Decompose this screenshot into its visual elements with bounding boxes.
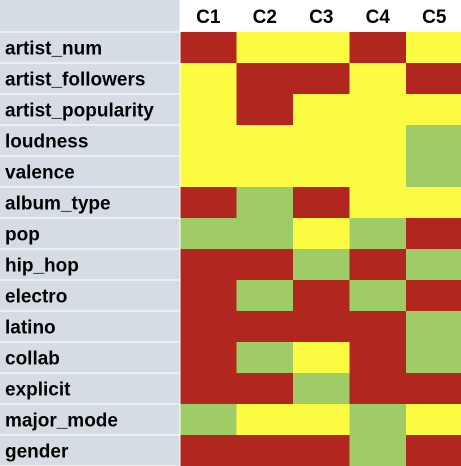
heatmap-cell (236, 187, 294, 219)
heatmap-cell (180, 156, 237, 188)
heatmap-cell (293, 404, 350, 436)
heatmap-cell (236, 32, 294, 64)
heatmap-cell (293, 435, 350, 466)
heatmap-cell (349, 187, 407, 219)
heatmap-cell (406, 342, 461, 374)
heatmap-cell (293, 280, 350, 312)
heatmap-cell (406, 94, 461, 126)
row-label-explicit: explicit (5, 380, 71, 401)
heatmap-cell (180, 94, 237, 126)
heatmap-cell (349, 32, 407, 64)
heatmap-cell (236, 373, 294, 405)
heatmap-cell (236, 125, 294, 157)
heatmap-cell (236, 156, 294, 188)
heatmap-cell (180, 187, 237, 219)
heatmap-cell (293, 125, 350, 157)
row-labels: artist_num artist_followers artist_popular… (5, 39, 154, 463)
heatmap-cell (180, 342, 237, 374)
heatmap-cell (236, 218, 294, 250)
heatmap-cell (180, 373, 237, 405)
row-label-hip-hop: hip_hop (5, 256, 79, 277)
heatmap-cell (236, 280, 294, 312)
row-label-major-mode: major_mode (5, 411, 118, 432)
heatmap-cell (236, 94, 294, 126)
heatmap-cell (406, 435, 461, 466)
row-label-loudness: loudness (5, 132, 88, 153)
heatmap-cell (349, 156, 407, 188)
heatmap-cell (293, 156, 350, 188)
row-label-collab: collab (5, 349, 60, 370)
heatmap-cell (406, 218, 461, 250)
label-column-background (0, 0, 180, 466)
heatmap-cell (406, 125, 461, 157)
heatmap-cell (349, 342, 407, 374)
column-label-c5: C5 (422, 7, 447, 28)
row-label-valence: valence (5, 163, 75, 184)
heatmap-cell (236, 342, 294, 374)
heatmap-cell (180, 218, 237, 250)
column-label-c1: C1 (196, 7, 221, 28)
row-label-electro: electro (5, 287, 67, 308)
row-label-artist-popularity: artist_popularity (5, 101, 154, 122)
heatmap-cell (236, 249, 294, 281)
column-label-c3: C3 (309, 7, 333, 28)
heatmap-cell (180, 32, 237, 64)
heatmap-cell (349, 280, 407, 312)
row-label-artist-num: artist_num (5, 39, 102, 60)
heatmap-cell (293, 342, 350, 374)
heatmap-cell (180, 311, 237, 343)
heatmap-cell (349, 218, 407, 250)
row-label-pop: pop (5, 225, 40, 246)
heatmap-cells (180, 32, 461, 466)
heatmap-cell (406, 404, 461, 436)
row-label-artist-followers: artist_followers (5, 70, 145, 91)
heatmap-cell (180, 404, 237, 436)
heatmap-cell (293, 32, 350, 64)
heatmap-cell (406, 249, 461, 281)
heatmap-cell (349, 404, 407, 436)
heatmap-cell (349, 373, 407, 405)
heatmap-cell (349, 125, 407, 157)
heatmap-cell (406, 32, 461, 64)
grid-lines (0, 0, 181, 466)
heatmap-cell (349, 249, 407, 281)
heatmap-cell (349, 311, 407, 343)
heatmap-cell (406, 63, 461, 95)
heatmap-cell (236, 63, 294, 95)
heatmap-cell (180, 435, 237, 466)
heatmap-cell (180, 63, 237, 95)
heatmap-cell (293, 63, 350, 95)
heatmap-cell (293, 218, 350, 250)
row-label-gender: gender (5, 442, 69, 463)
row-label-latino: latino (5, 318, 56, 339)
heatmap-cell (349, 435, 407, 466)
heatmap-cell (293, 373, 350, 405)
heatmap-cell (293, 311, 350, 343)
heatmap-cell (236, 404, 294, 436)
heatmap-cell (236, 311, 294, 343)
heatmap-cell (293, 249, 350, 281)
column-label-c2: C2 (253, 7, 277, 28)
column-label-c4: C4 (366, 7, 391, 28)
heatmap-cell (349, 63, 407, 95)
heatmap-cell (236, 435, 294, 466)
heatmap-cell (293, 94, 350, 126)
header-row: C1 C2 C3 C4 C5 (196, 7, 447, 28)
row-label-album-type: album_type (5, 194, 111, 215)
heatmap-cell (180, 280, 237, 312)
heatmap-cell (406, 311, 461, 343)
heatmap-cell (406, 280, 461, 312)
heatmap-cell (293, 187, 350, 219)
heatmap-cell (349, 94, 407, 126)
heatmap-cell (406, 373, 461, 405)
heatmap-cell (406, 156, 461, 188)
heatmap-cell (406, 187, 461, 219)
heatmap-cell (180, 249, 237, 281)
heatmap-cell (180, 125, 237, 157)
